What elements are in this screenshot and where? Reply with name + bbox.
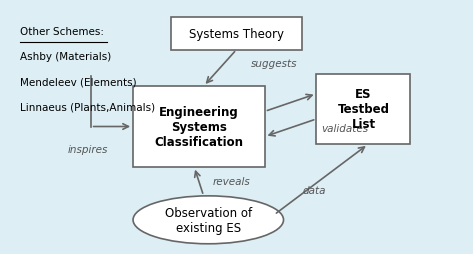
Text: ES
Testbed
List: ES Testbed List [337,88,389,131]
FancyBboxPatch shape [133,87,265,167]
Text: Other Schemes:: Other Schemes: [20,26,104,37]
Text: inspires: inspires [67,145,107,155]
Text: data: data [302,185,326,195]
Text: Systems Theory: Systems Theory [189,28,284,41]
Text: Observation of
existing ES: Observation of existing ES [165,206,252,234]
Text: Ashby (Materials): Ashby (Materials) [20,52,112,61]
Text: Linnaeus (Plants,Animals): Linnaeus (Plants,Animals) [20,102,155,112]
Text: validates: validates [321,123,368,133]
Text: suggests: suggests [251,59,297,69]
Text: reveals: reveals [213,177,251,187]
FancyBboxPatch shape [316,74,411,145]
Ellipse shape [133,196,283,244]
Text: Engineering
Systems
Classification: Engineering Systems Classification [154,106,244,148]
FancyBboxPatch shape [171,18,302,50]
Text: Mendeleev (Elements): Mendeleev (Elements) [20,77,137,87]
